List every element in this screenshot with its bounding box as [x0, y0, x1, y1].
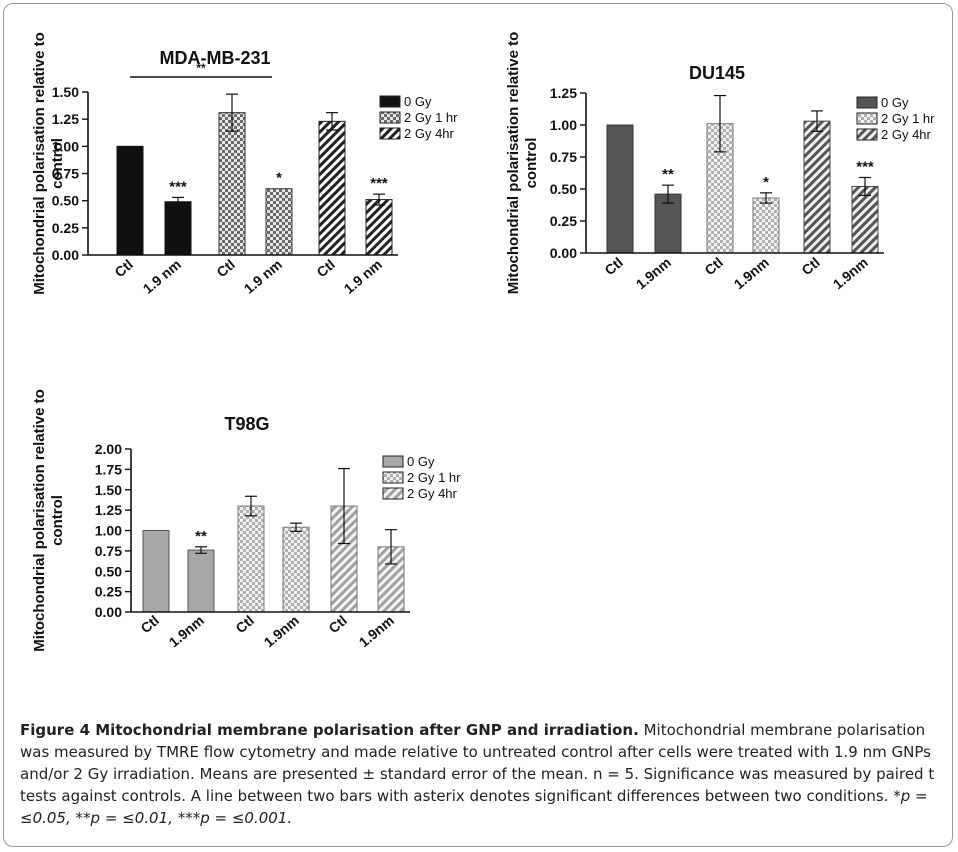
chart1-ytick-label: 0.50 — [52, 193, 79, 209]
chart1-category-label: 1.9 nm — [140, 256, 184, 297]
chart3-legend-label: 0 Gy — [407, 454, 435, 469]
chart1-ytick-label: 1.25 — [52, 111, 79, 127]
chart2-ytick-label: 1.00 — [550, 117, 577, 133]
chart1-legend-swatch — [379, 111, 401, 124]
chart3-category-label: Ctl — [232, 612, 257, 636]
chart1-ytick-label: 0.75 — [52, 166, 79, 182]
chart1-legend-label: 2 Gy 4hr — [404, 126, 455, 141]
chart3-ytick-label: 1.75 — [95, 461, 122, 477]
chart3-bar — [142, 530, 170, 613]
figure-caption: Figure 4 Mitochondrial membrane polarisa… — [20, 719, 940, 829]
chart1-significance: *** — [169, 178, 187, 195]
chart3-ytick-label: 0.00 — [95, 604, 122, 620]
chart3-category-label: 1.9nm — [261, 612, 302, 650]
charts-area: MDA-MB-231 Mitochondrial polarisation rel… — [31, 32, 935, 652]
chart2-ytick-label: 0.00 — [550, 245, 577, 261]
chart3-bar — [282, 526, 310, 613]
chart1-legend-swatch — [379, 95, 401, 108]
chart2-legend-label: 2 Gy 1 hr — [881, 111, 935, 126]
chart3-legend-label: 2 Gy 1 hr — [407, 470, 461, 485]
chart3-ytick-label: 0.50 — [95, 563, 122, 579]
caption-sig-3: ***p = ≤0.001. — [177, 809, 293, 827]
chart1-bar — [164, 201, 192, 256]
chart2-bar — [752, 197, 780, 254]
chart3-bar — [187, 549, 215, 613]
chart3-ytick-label: 2.00 — [95, 441, 122, 457]
chart2-category-label: 1.9nm — [633, 254, 674, 292]
chart2-category-label: Ctl — [701, 254, 726, 278]
chart1-category-label: Ctl — [313, 256, 338, 280]
chart2-ytick-label: 1.25 — [550, 85, 577, 101]
chart2-ylabel: Mitochondrial polarisation relative toco… — [505, 32, 540, 295]
chart1-legend-label: 2 Gy 1 hr — [404, 110, 458, 125]
chart3-ylabel: Mitochondrial polarisation relative toco… — [31, 389, 66, 652]
chart3-category-label: 1.9nm — [166, 612, 207, 650]
chart3-ytick-label: 0.25 — [95, 584, 122, 600]
chart2-category-label: 1.9nm — [731, 254, 772, 292]
chart2-category-label: 1.9nm — [830, 254, 871, 292]
chart3-bar — [237, 505, 265, 613]
chart2-legend-swatch — [856, 128, 878, 141]
chart2-ytick-label: 0.75 — [550, 149, 577, 165]
chart2-bar — [851, 185, 879, 254]
chart1-category-label: 1.9 nm — [241, 256, 285, 297]
chart3-title: T98G — [224, 414, 269, 434]
chart1-ylabel: Mitochondrial polarisation relative toco… — [31, 32, 66, 295]
chart3-ytick-label: 0.75 — [95, 543, 122, 559]
chart1-legend-label: 0 Gy — [404, 94, 432, 109]
chart1-ytick-label: 1.50 — [52, 84, 79, 100]
chart3-legend-label: 2 Gy 4hr — [407, 486, 458, 501]
chart2-significance: *** — [856, 158, 874, 175]
chart1-legend-swatch — [379, 127, 401, 140]
chart2-legend-swatch — [856, 96, 878, 109]
chart1-category-label: Ctl — [213, 256, 238, 280]
chart2-significance: * — [763, 174, 769, 191]
chart2-category-label: Ctl — [798, 254, 823, 278]
chart1-bracket-label: ** — [196, 61, 206, 75]
chart2-legend-label: 2 Gy 4hr — [881, 127, 932, 142]
chart1-bar — [116, 145, 144, 256]
caption-sig-1: *p = ≤0.05, — [20, 787, 928, 827]
chart2-significance: ** — [662, 166, 674, 183]
caption-sig-2: **p = ≤0.01, — [75, 809, 173, 827]
figure-frame — [3, 3, 953, 847]
chart1-bar — [365, 199, 393, 256]
chart1-bar — [265, 188, 293, 256]
chart2-title: DU145 — [689, 63, 745, 83]
chart3-legend-swatch — [382, 455, 404, 468]
chart3-legend-swatch — [382, 487, 404, 500]
chart3-ytick-label: 1.00 — [95, 523, 122, 539]
chart3-category-label: 1.9nm — [356, 612, 397, 650]
chart1-title: MDA-MB-231 — [159, 48, 270, 68]
chart1-category-label: Ctl — [111, 256, 136, 280]
chart1-bar — [318, 120, 346, 256]
chart2-bar — [606, 124, 634, 254]
chart2-legend-swatch — [856, 112, 878, 125]
chart2-bar — [803, 120, 831, 254]
chart1-significance: * — [276, 170, 282, 187]
chart1-ytick-label: 0.00 — [52, 247, 79, 263]
chart2-category-label: Ctl — [601, 254, 626, 278]
chart3-ytick-label: 1.25 — [95, 502, 122, 518]
chart2-ytick-label: 0.50 — [550, 181, 577, 197]
chart3-category-label: Ctl — [137, 612, 162, 636]
chart2-legend-label: 0 Gy — [881, 95, 909, 110]
caption-title: Figure 4 Mitochondrial membrane polarisa… — [20, 721, 639, 739]
chart1-ytick-label: 0.25 — [52, 220, 79, 236]
chart3-category-label: Ctl — [325, 612, 350, 636]
chart3-legend-swatch — [382, 471, 404, 484]
chart1-ytick-label: 1.00 — [52, 138, 79, 154]
chart2-ytick-label: 0.25 — [550, 213, 577, 229]
chart3-ytick-label: 1.50 — [95, 482, 122, 498]
caption-body: Mitochondrial membrane polarisation was … — [20, 721, 935, 805]
chart1-bar — [218, 112, 246, 256]
chart1-significance: *** — [370, 175, 388, 192]
chart1-category-label: 1.9 nm — [341, 256, 385, 297]
chart3-significance: ** — [195, 528, 207, 545]
